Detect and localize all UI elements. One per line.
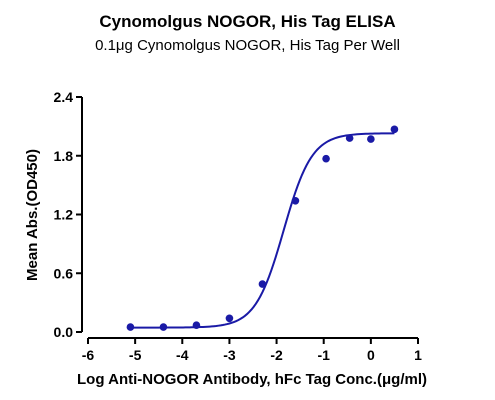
y-tick-label: 1.2: [54, 207, 74, 223]
chart-subtitle: 0.1μg Cynomolgus NOGOR, His Tag Per Well: [95, 37, 400, 54]
x-axis-label: Log Anti-NOGOR Antibody, hFc Tag Conc.(μ…: [77, 371, 427, 388]
data-point: [159, 323, 168, 331]
data-point: [258, 280, 267, 288]
y-tick-label: 1.8: [54, 148, 74, 164]
y-tick-label: 0.0: [54, 324, 74, 340]
x-tick-label: -4: [176, 347, 189, 363]
data-point: [126, 323, 135, 331]
y-tick-label: 0.6: [54, 265, 74, 281]
x-tick-label: -3: [223, 347, 236, 363]
y-axis-label: Mean Abs.(OD450): [24, 149, 41, 281]
data-point: [192, 321, 201, 329]
data-point: [345, 134, 354, 142]
fit-curve: [130, 132, 395, 329]
data-point: [390, 125, 399, 134]
x-tick-label: -2: [270, 347, 283, 363]
data-point: [322, 154, 330, 163]
data-point: [291, 196, 300, 205]
axes: 0.0 0.6 1.2 1.8 2.4 -6 -5 -4 -3 -2 -1 0 1: [54, 89, 423, 363]
plot-area: [126, 125, 399, 331]
chart-title: Cynomolgus NOGOR, His Tag ELISA: [99, 12, 396, 31]
x-tick-label: -1: [317, 347, 330, 363]
x-tick-label: 0: [367, 347, 375, 363]
y-tick-label: 2.4: [54, 89, 74, 105]
x-tick-label: -5: [129, 347, 142, 363]
data-point: [367, 135, 375, 143]
x-tick-label: 1: [414, 347, 422, 363]
x-tick-label: -6: [82, 347, 95, 363]
data-point: [225, 314, 234, 323]
